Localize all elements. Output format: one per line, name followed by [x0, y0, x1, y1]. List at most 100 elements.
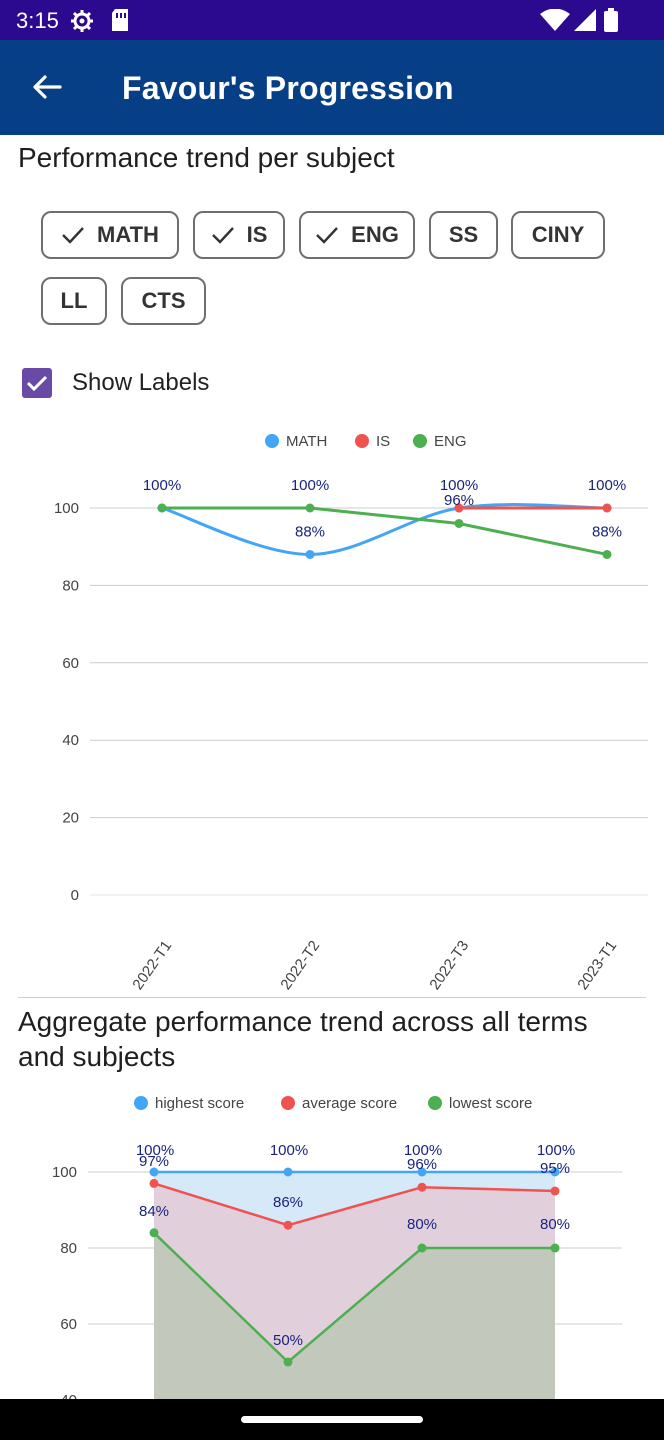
y-tick-label: 40	[62, 732, 79, 749]
data-label: 96%	[407, 1156, 437, 1173]
data-point	[550, 1167, 560, 1177]
legend-label: highest score	[155, 1095, 244, 1112]
show-labels-checkbox[interactable]	[22, 368, 52, 398]
data-label: 100%	[440, 477, 478, 494]
chip-label: SS	[448, 222, 479, 247]
data-label: 100%	[270, 1142, 308, 1159]
series-line	[153, 1182, 556, 1227]
data-point	[283, 1220, 293, 1230]
legend-marker	[413, 434, 427, 448]
back-button[interactable]	[22, 62, 72, 112]
data-label: 100%	[291, 477, 329, 494]
chip-label: MATH	[97, 222, 159, 247]
data-label: 100%	[588, 477, 626, 494]
area-average-band	[154, 1183, 555, 1362]
data-point	[550, 1243, 560, 1253]
data-label: 50%	[273, 1332, 303, 1349]
data-label: 80%	[540, 1216, 570, 1233]
series-line	[162, 506, 608, 556]
check-icon	[62, 227, 84, 244]
chip-label: CINY	[531, 222, 585, 247]
data-point	[417, 1243, 427, 1253]
data-label: 88%	[592, 523, 622, 540]
data-point	[602, 503, 612, 513]
show-labels-row[interactable]: Show Labels	[22, 368, 209, 398]
data-point	[283, 1167, 293, 1177]
x-tick-label: 2023-T1	[574, 938, 620, 994]
app-bar: Favour's Progression	[0, 40, 664, 135]
legend-label: MATH	[286, 433, 327, 450]
data-label: 86%	[273, 1194, 303, 1211]
legend-label: lowest score	[449, 1095, 532, 1112]
data-point	[149, 1178, 159, 1188]
data-point	[417, 1167, 427, 1177]
aggregate-trend-chart: highest score average score lowest score 40…	[52, 1095, 622, 1399]
chip-ciny[interactable]: CINY	[511, 211, 605, 259]
y-tick-label: 20	[62, 810, 79, 827]
data-point	[157, 503, 167, 513]
chip-math[interactable]: MATH	[41, 211, 179, 259]
check-icon	[316, 227, 339, 244]
series-line	[153, 1231, 555, 1364]
x-tick-label: 2022-T3	[426, 938, 472, 994]
status-time: 3:15	[16, 8, 59, 33]
x-tick-label: 2022-T2	[277, 938, 323, 994]
area-highest-band	[154, 1172, 555, 1226]
legend-marker	[265, 434, 279, 448]
y-tick-label: 80	[60, 1240, 77, 1257]
y-tick-label: 40	[60, 1392, 77, 1399]
y-tick-label: 100	[52, 1164, 77, 1181]
divider	[18, 997, 646, 998]
navigation-bar	[0, 1399, 664, 1440]
data-label: 96%	[444, 492, 474, 509]
data-point	[283, 1357, 293, 1367]
data-label: 97%	[139, 1153, 169, 1170]
data-point	[454, 518, 464, 528]
area-lowest-band	[154, 1232, 555, 1399]
chip-label: IS	[246, 222, 268, 247]
x-tick-label: 2022-T1	[129, 938, 175, 994]
chip-ll[interactable]: LL	[41, 277, 107, 325]
y-tick-label: 60	[60, 1316, 77, 1333]
settings-icon	[71, 10, 93, 32]
show-labels-label: Show Labels	[72, 369, 210, 396]
subject-trend-title: Performance trend per subject	[18, 142, 395, 173]
check-icon	[211, 227, 234, 244]
chip-ss[interactable]: SS	[429, 211, 498, 259]
data-point	[454, 503, 464, 513]
y-tick-label: 60	[62, 655, 79, 672]
data-label: 80%	[407, 1216, 437, 1233]
wifi-icon	[540, 9, 570, 31]
data-label: 100%	[136, 1142, 174, 1159]
chip-is[interactable]: IS	[193, 211, 285, 259]
status-bar: 3:15	[0, 0, 664, 40]
sim-card-icon	[112, 9, 128, 31]
battery-icon	[604, 8, 618, 32]
arrow-back-icon	[33, 75, 62, 99]
chip-eng[interactable]: ENG	[299, 211, 415, 259]
data-point	[417, 1182, 427, 1192]
legend-label: average score	[302, 1095, 397, 1112]
home-gesture-handle[interactable]	[241, 1416, 423, 1423]
data-point	[149, 1228, 159, 1238]
chip-label: CTS	[141, 288, 186, 313]
data-label: 95%	[540, 1160, 570, 1177]
legend-marker	[428, 1096, 442, 1110]
data-point	[550, 1186, 560, 1196]
legend-marker	[134, 1096, 148, 1110]
y-tick-label: 80	[62, 577, 79, 594]
legend-label: ENG	[434, 433, 467, 450]
y-tick-label: 100	[54, 500, 79, 517]
chip-cts[interactable]: CTS	[121, 277, 206, 325]
data-label: 100%	[404, 1142, 442, 1159]
data-point	[305, 549, 315, 559]
page-title: Favour's Progression	[122, 70, 454, 106]
chip-label: LL	[60, 288, 88, 313]
aggregate-trend-title: Aggregate performance trend across all t…	[18, 1006, 588, 1072]
chip-label: ENG	[351, 222, 399, 247]
legend-marker	[355, 434, 369, 448]
subject-trend-chart: MATH IS ENG 0 20 40 60 80 100 2022-T1 2022-T2 2022-…	[54, 433, 648, 994]
legend-label: IS	[376, 433, 390, 450]
data-point	[305, 503, 315, 513]
data-label: 100%	[537, 1142, 575, 1159]
